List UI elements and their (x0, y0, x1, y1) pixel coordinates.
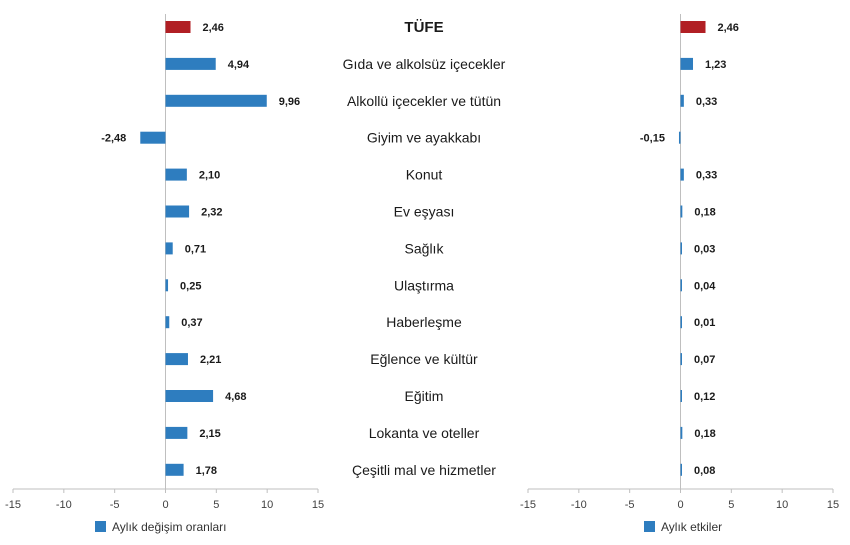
data-label-0-5: 2,32 (201, 207, 222, 219)
tick-label-1-1: -10 (571, 499, 587, 511)
tick-label-1-3: 0 (677, 499, 683, 511)
data-label-0-0: 2,46 (203, 22, 224, 34)
data-label-1-1: 1,23 (705, 59, 726, 71)
bar-1-11 (680, 426, 683, 439)
bar-1-3 (678, 131, 681, 144)
category-label-7: Ulaştırma (394, 277, 454, 293)
bar-0-8 (165, 316, 170, 329)
data-label-1-2: 0,33 (696, 96, 717, 108)
bar-1-5 (680, 205, 683, 218)
data-label-0-7: 0,25 (180, 280, 201, 292)
bar-1-9 (680, 353, 682, 366)
data-label-0-9: 2,21 (200, 354, 221, 366)
legend-label-0: Aylık değişim oranları (112, 520, 227, 534)
data-label-0-6: 0,71 (185, 243, 206, 255)
legend-swatch-1 (644, 521, 655, 532)
tick-label-0-2: -5 (110, 499, 120, 511)
data-label-1-4: 0,33 (696, 170, 717, 182)
bar-1-12 (680, 463, 682, 476)
tick-label-0-6: 15 (312, 499, 324, 511)
bar-1-7 (680, 279, 682, 292)
bar-0-0 (165, 21, 191, 33)
bar-1-0 (680, 21, 706, 33)
data-label-0-1: 4,94 (228, 59, 250, 71)
tick-label-1-4: 5 (728, 499, 734, 511)
category-label-6: Sağlık (405, 240, 445, 256)
bar-0-2 (165, 94, 267, 107)
data-label-1-9: 0,07 (694, 354, 715, 366)
tick-label-1-2: -5 (625, 499, 635, 511)
bar-1-10 (680, 390, 682, 402)
bar-1-6 (680, 242, 682, 255)
data-label-1-3: -0,15 (640, 133, 665, 145)
data-label-0-4: 2,10 (199, 170, 220, 182)
bar-0-11 (165, 426, 188, 439)
tick-label-0-4: 5 (213, 499, 219, 511)
category-label-0: TÜFE (404, 19, 443, 36)
bar-0-7 (165, 279, 169, 292)
data-label-0-10: 4,68 (225, 391, 246, 403)
category-label-9: Eğlence ve kültür (370, 351, 478, 367)
data-label-1-11: 0,18 (694, 428, 715, 440)
category-label-2: Alkollü içecekler ve tütün (347, 93, 501, 109)
category-label-4: Konut (406, 167, 443, 183)
bar-0-6 (165, 242, 173, 255)
data-label-1-12: 0,08 (694, 465, 715, 477)
data-label-0-3: -2,48 (101, 133, 126, 145)
legend-swatch-0 (95, 521, 106, 532)
data-label-0-2: 9,96 (279, 96, 300, 108)
data-label-0-11: 2,15 (199, 428, 220, 440)
tick-label-0-0: -15 (5, 499, 21, 511)
legend-label-1: Aylık etkiler (661, 520, 722, 534)
category-label-1: Gıda ve alkolsüz içecekler (343, 56, 506, 72)
category-label-12: Çeşitli mal ve hizmetler (352, 462, 496, 478)
data-label-0-12: 1,78 (196, 465, 217, 477)
data-label-1-8: 0,01 (694, 317, 715, 329)
category-label-5: Ev eşyası (394, 204, 455, 220)
bar-0-9 (165, 353, 188, 366)
tick-label-0-1: -10 (56, 499, 72, 511)
bar-0-10 (165, 390, 214, 402)
bar-0-4 (165, 168, 187, 181)
data-label-1-10: 0,12 (694, 391, 715, 403)
tick-label-1-6: 15 (827, 499, 839, 511)
tick-label-0-5: 10 (261, 499, 273, 511)
bar-0-5 (165, 205, 190, 218)
tick-label-1-0: -15 (520, 499, 536, 511)
bar-1-2 (680, 94, 684, 107)
bar-0-12 (165, 463, 184, 476)
bar-1-8 (680, 316, 682, 329)
tick-label-1-5: 10 (776, 499, 788, 511)
bar-0-3 (140, 131, 166, 144)
category-label-3: Giyim ve ayakkabı (367, 130, 481, 146)
data-label-1-6: 0,03 (694, 243, 715, 255)
tick-label-0-3: 0 (162, 499, 168, 511)
category-label-8: Haberleşme (386, 314, 462, 330)
bar-1-4 (680, 168, 684, 181)
bar-1-1 (680, 57, 694, 70)
category-label-10: Eğitim (405, 388, 444, 404)
data-label-1-5: 0,18 (694, 207, 715, 219)
category-label-11: Lokanta ve oteller (369, 425, 480, 441)
bar-0-1 (165, 57, 216, 70)
data-label-1-7: 0,04 (694, 280, 716, 292)
data-label-0-8: 0,37 (181, 317, 202, 329)
data-label-1-0: 2,46 (718, 22, 739, 34)
